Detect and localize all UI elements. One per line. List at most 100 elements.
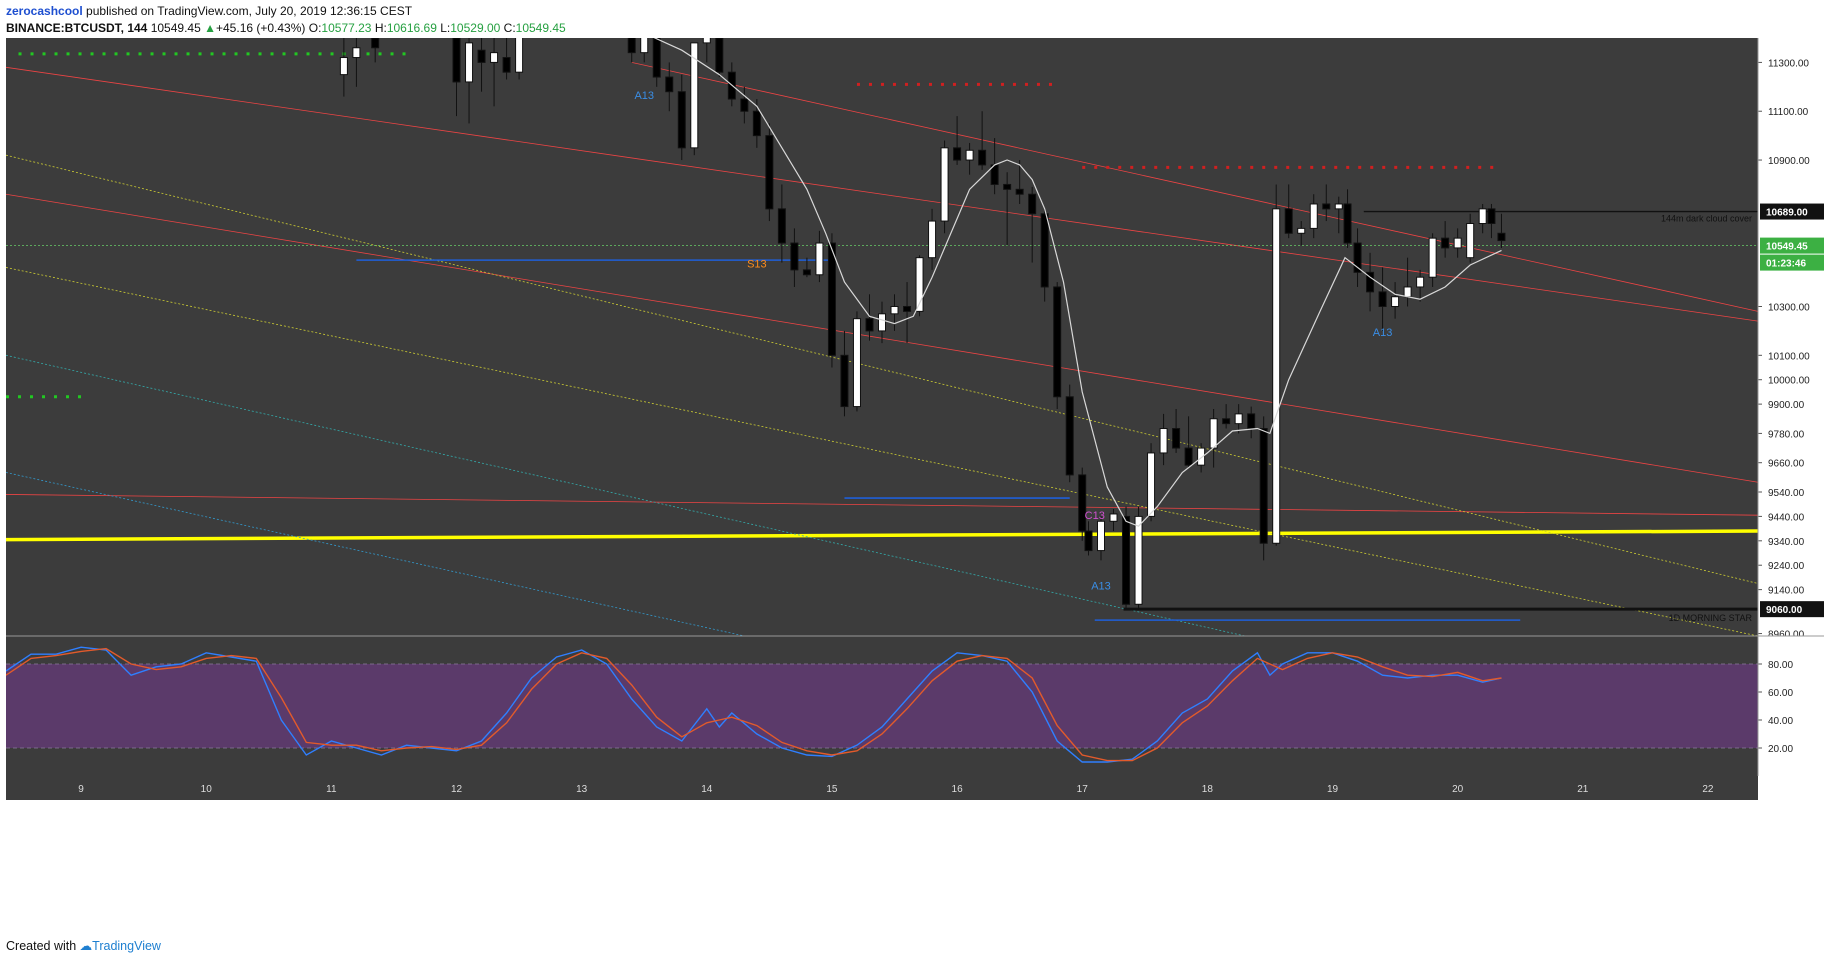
price-marker-box <box>1760 601 1824 618</box>
price-tick-label: 9540.00 <box>1768 488 1805 499</box>
candle-body[interactable] <box>502 57 511 73</box>
setup-annotation: C13 <box>1085 510 1105 522</box>
candle-body[interactable] <box>1197 447 1206 466</box>
candle-body[interactable] <box>352 47 361 59</box>
candle-body[interactable] <box>1109 513 1118 522</box>
candle-body[interactable] <box>677 91 686 149</box>
price-pane[interactable]: A13 S13 C13 A13 A13 144m dark cloud cover 1D M… <box>6 38 1828 641</box>
candle-body[interactable] <box>1172 428 1181 449</box>
candle-body[interactable] <box>1122 515 1131 605</box>
last-price: 10549.45 <box>150 21 201 35</box>
candle-body[interactable] <box>1497 232 1506 242</box>
candle-body[interactable] <box>1003 183 1012 190</box>
candle-body[interactable] <box>1053 286 1062 398</box>
candle-body[interactable] <box>1040 213 1049 288</box>
candle-body[interactable] <box>339 57 348 76</box>
candle-body[interactable] <box>915 257 924 312</box>
candle-body[interactable] <box>1084 530 1093 552</box>
key-level-label: 1D MORNING STAR <box>1669 613 1753 623</box>
candle-body[interactable] <box>1403 286 1412 298</box>
author-link[interactable]: zerocashcool <box>6 4 83 18</box>
candle-body[interactable] <box>1015 188 1024 195</box>
price-tick-label: 11100.00 <box>1768 107 1809 118</box>
ohlc-close: C:10549.45 <box>503 21 566 35</box>
candle-body[interactable] <box>1343 203 1352 244</box>
candle-body[interactable] <box>903 305 912 312</box>
candle-body[interactable] <box>1284 208 1293 234</box>
candle-body[interactable] <box>928 220 937 259</box>
candle-body[interactable] <box>1259 428 1268 544</box>
candle-body[interactable] <box>1487 208 1496 225</box>
time-axis[interactable]: 9 10 11 12 13 14 15 16 17 18 19 20 21 22 <box>6 776 1758 800</box>
candle-body[interactable] <box>1366 271 1375 293</box>
trendline <box>6 494 1758 516</box>
candle-body[interactable] <box>1466 223 1475 259</box>
candle-body[interactable] <box>690 42 699 149</box>
candle-body[interactable] <box>627 38 636 54</box>
time-tick-label: 9 <box>78 784 84 795</box>
footer-brand[interactable]: TradingView <box>92 939 161 953</box>
candle-body[interactable] <box>802 269 811 276</box>
price-marker-label: 01:23:46 <box>1766 259 1806 270</box>
candle-body[interactable] <box>1065 396 1074 476</box>
candle-body[interactable] <box>1428 237 1437 278</box>
candle-body[interactable] <box>1222 418 1231 425</box>
candle-body[interactable] <box>477 49 486 63</box>
candle-body[interactable] <box>1078 474 1087 532</box>
candle-body[interactable] <box>1097 520 1105 552</box>
candle-body[interactable] <box>490 52 499 63</box>
candle-body[interactable] <box>1209 418 1218 449</box>
price-tick-label: 8960.00 <box>1768 630 1805 641</box>
candle-body[interactable] <box>452 38 461 83</box>
candle-body[interactable] <box>1184 447 1193 466</box>
candle-body[interactable] <box>1353 242 1362 273</box>
candle-body[interactable] <box>1322 203 1331 210</box>
candle-body[interactable] <box>640 38 649 54</box>
candle-body[interactable] <box>1378 291 1387 307</box>
candle-body[interactable] <box>940 147 949 222</box>
price-tick-label: 10100.00 <box>1768 351 1810 362</box>
candle-body[interactable] <box>978 149 987 166</box>
candle-body[interactable] <box>1159 428 1168 454</box>
candle-body[interactable] <box>965 149 974 161</box>
candle-body[interactable] <box>1478 208 1487 225</box>
candle-body[interactable] <box>1247 413 1256 430</box>
trendline <box>6 529 1758 542</box>
candle-body[interactable] <box>878 313 886 332</box>
time-tick-label: 12 <box>451 784 463 795</box>
candle-body[interactable] <box>777 208 786 244</box>
candle-body[interactable] <box>652 38 661 78</box>
candle-body[interactable] <box>665 76 674 93</box>
candle-body[interactable] <box>790 242 799 271</box>
candle-body[interactable] <box>815 242 824 276</box>
candle-body[interactable] <box>465 42 474 83</box>
candle-body[interactable] <box>865 318 874 332</box>
candle-body[interactable] <box>1272 208 1281 544</box>
candle-body[interactable] <box>1147 452 1156 517</box>
candle-body[interactable] <box>890 305 899 315</box>
candle-body[interactable] <box>1309 203 1318 229</box>
candle-body[interactable] <box>840 354 849 408</box>
candle-body[interactable] <box>1234 413 1243 425</box>
candle-body[interactable] <box>1297 227 1306 234</box>
candle-body[interactable] <box>752 110 761 137</box>
candle-body[interactable] <box>715 38 724 73</box>
price-chart[interactable]: A13 S13 C13 A13 A13 144m dark cloud cover 1D M… <box>0 38 1828 936</box>
candle-body[interactable] <box>953 147 962 161</box>
candle-body[interactable] <box>765 135 774 210</box>
candle-body[interactable] <box>1441 237 1450 249</box>
candle-body[interactable] <box>371 38 380 49</box>
candle-body[interactable] <box>1334 203 1343 210</box>
candle-body[interactable] <box>740 98 749 112</box>
candle-body[interactable] <box>515 38 524 73</box>
candle-body[interactable] <box>702 38 711 44</box>
price-tick-label: 9240.00 <box>1768 561 1805 572</box>
candle-body[interactable] <box>827 242 836 356</box>
candle-body[interactable] <box>1453 237 1462 249</box>
rsi-pane[interactable]: 20.00 40.00 60.00 80.00 <box>6 635 1828 776</box>
candle-body[interactable] <box>1391 296 1400 307</box>
candle-body[interactable] <box>1416 276 1425 288</box>
candle-body[interactable] <box>1134 515 1143 605</box>
candle-body[interactable] <box>1028 193 1037 215</box>
candle-body[interactable] <box>852 318 861 408</box>
